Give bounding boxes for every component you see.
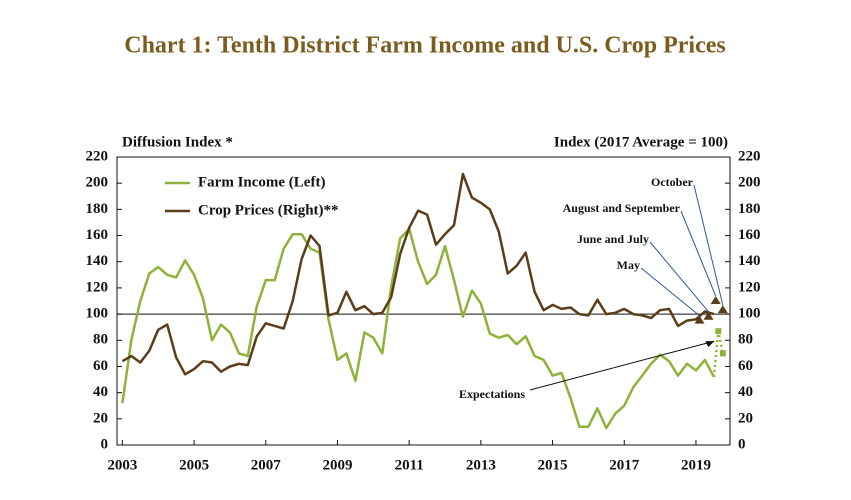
- y2-tick-label: 160: [738, 227, 761, 243]
- series-line: [121, 227, 716, 430]
- annotation-arrow: [529, 340, 715, 391]
- plot-frame: [116, 156, 731, 446]
- y-tick-label: 120: [86, 279, 109, 295]
- x-tick-label: 2007: [251, 457, 282, 473]
- y2-tick-label: 180: [738, 201, 761, 217]
- annotation-leader: [649, 241, 709, 313]
- y-tick-label: 60: [93, 358, 108, 374]
- y2-tick-label: 40: [738, 384, 753, 400]
- x-tick-label: 2015: [538, 457, 568, 473]
- legend-label: Crop Prices (Right)**: [198, 202, 339, 218]
- y-tick-label: 40: [93, 384, 108, 400]
- annotation: June and July: [577, 232, 649, 246]
- y-tick-label: 100: [86, 306, 109, 322]
- expectation-marker: [694, 315, 705, 324]
- legend-label: Farm Income (Left): [198, 174, 325, 190]
- x-tick-label: 2009: [322, 457, 352, 473]
- expectation-marker: [703, 311, 714, 320]
- arrow-head: [705, 341, 715, 348]
- y2-tick-label: 120: [738, 279, 761, 295]
- annotation-leader: [680, 210, 717, 297]
- y2-tick-label: 60: [738, 358, 753, 374]
- y-tick-label: 20: [93, 410, 108, 426]
- expectation-marker: [719, 350, 726, 357]
- y-tick-label: 180: [86, 201, 109, 217]
- y-tick-label: 0: [101, 436, 109, 452]
- annotation-leader: [693, 184, 724, 306]
- annotation: May: [617, 258, 640, 272]
- y2-tick-label: 200: [738, 175, 761, 191]
- expectation-marker: [717, 305, 728, 314]
- y2-tick-label: 0: [738, 436, 746, 452]
- y2-tick-label: 20: [738, 410, 753, 426]
- annotation: October: [651, 175, 694, 189]
- expectation-marker: [715, 328, 722, 335]
- y2-axis-title: Index (2017 Average = 100): [554, 134, 728, 150]
- y-tick-label: 140: [86, 253, 109, 269]
- x-tick-label: 2003: [107, 457, 137, 473]
- y2-tick-label: 220: [738, 148, 761, 164]
- series-line: [121, 172, 715, 376]
- y2-tick-label: 80: [738, 332, 753, 348]
- y-tick-label: 200: [86, 175, 109, 191]
- annotation: August and September: [563, 201, 681, 215]
- expectation-marker: [710, 296, 721, 304]
- y-tick-label: 160: [86, 227, 109, 243]
- annotation: Expectations: [459, 387, 525, 401]
- y-axis-title: Diffusion Index *: [122, 134, 233, 150]
- y-tick-label: 220: [86, 148, 109, 164]
- x-tick-label: 2017: [609, 457, 640, 473]
- y2-tick-label: 100: [738, 306, 761, 322]
- chart-title: Chart 1: Tenth District Farm Income and …: [124, 33, 726, 59]
- y2-tick-label: 140: [738, 253, 761, 269]
- y-tick-label: 80: [93, 332, 108, 348]
- x-tick-label: 2005: [179, 457, 209, 473]
- x-tick-label: 2011: [395, 457, 424, 473]
- x-tick-label: 2019: [681, 457, 711, 473]
- annotation-leader: [640, 267, 700, 317]
- x-tick-label: 2013: [466, 457, 496, 473]
